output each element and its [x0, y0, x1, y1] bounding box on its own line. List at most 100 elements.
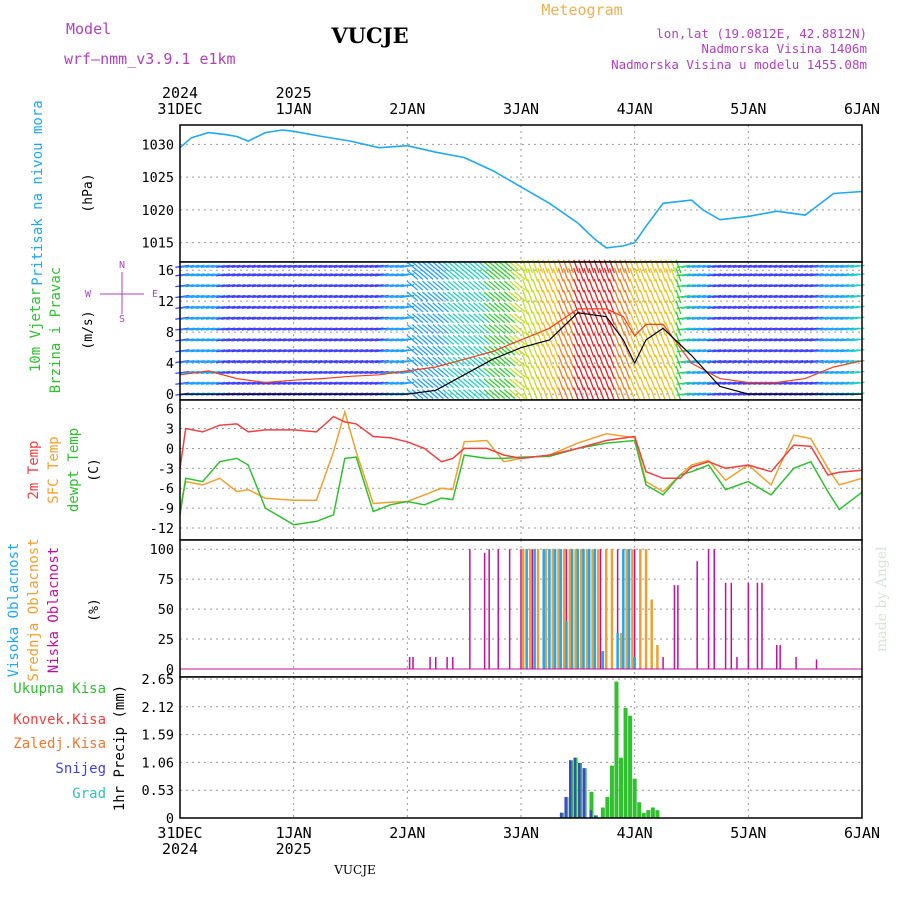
wind-barb	[514, 389, 526, 400]
wind-barb	[298, 370, 313, 375]
wind-barb	[211, 316, 226, 320]
wind-barb	[562, 354, 569, 369]
wind-barb	[226, 359, 241, 364]
wind-barb	[200, 381, 215, 385]
mid-cloud-bar	[650, 599, 653, 670]
wind-barb	[845, 381, 860, 385]
wind-barb	[272, 370, 287, 375]
wind-barb	[437, 367, 449, 378]
wind-barb	[221, 359, 236, 364]
snow-bar	[578, 762, 581, 818]
wind-barb	[508, 356, 521, 367]
wind-barb	[369, 294, 384, 299]
wind-barb	[845, 305, 860, 309]
precip-legend-label: Ukupna Kisa	[13, 681, 106, 697]
wind-barb	[654, 268, 661, 282]
wind-barb	[303, 294, 318, 299]
wind-barb	[251, 359, 267, 364]
wind-barb	[568, 311, 575, 326]
precip-legend-label: Grad	[72, 786, 106, 802]
wind-barb	[468, 389, 480, 400]
wind-barb	[552, 376, 559, 391]
snow-bar	[573, 757, 576, 818]
wind-barb	[272, 264, 287, 268]
wind-barb	[783, 284, 798, 288]
wind-barb	[619, 376, 626, 391]
wind-barb	[231, 284, 246, 288]
wind-barb	[532, 387, 539, 401]
panel-unit-label: (C)	[87, 458, 102, 481]
wind-barb	[303, 273, 318, 277]
wind-barb	[824, 294, 839, 299]
wind-barb	[308, 359, 323, 364]
wind-barb	[809, 327, 824, 331]
wind-barb	[349, 284, 364, 288]
panel-side-label: Visoka Oblacnost	[6, 543, 22, 678]
wind-barb	[303, 264, 318, 268]
wind-barb	[354, 359, 369, 364]
wind-barb	[364, 381, 379, 385]
wind-barb	[562, 365, 569, 380]
snow-bar	[559, 812, 563, 818]
wind-barb	[732, 370, 747, 375]
wind-barb	[493, 378, 506, 389]
wind-barb	[598, 289, 605, 304]
wind-barb	[427, 324, 439, 335]
wind-barb	[344, 327, 359, 331]
wind-barb	[691, 264, 706, 268]
wind-barb	[691, 327, 706, 331]
wind-barb	[468, 261, 480, 272]
wind-barb	[691, 370, 706, 375]
wind-barb	[338, 284, 353, 288]
wind-barb	[778, 284, 793, 288]
wind-barb	[835, 349, 850, 353]
wind-barb	[629, 376, 636, 391]
wind-barb	[789, 338, 804, 342]
wind-barb	[727, 359, 742, 364]
wind-barb	[763, 284, 778, 288]
wind-barb	[359, 284, 374, 288]
model-label: Model	[66, 20, 111, 38]
wind-barb	[712, 349, 727, 353]
wind-barb	[416, 389, 429, 400]
wind-barb	[190, 305, 205, 309]
wind-barb	[753, 338, 768, 342]
wind-barb	[406, 291, 419, 302]
panel-unit-label: (%)	[87, 598, 102, 621]
wind-barb	[442, 356, 455, 367]
wind-barb	[732, 264, 747, 268]
wind-barb	[727, 381, 742, 385]
mid-cloud-bar	[557, 549, 560, 670]
wind-barb	[804, 305, 819, 309]
wind-barb	[298, 294, 313, 299]
low-cloud-bar	[736, 657, 738, 670]
mid-cloud-bar	[568, 549, 572, 670]
wind-barb	[789, 316, 804, 320]
wind-barb	[624, 354, 631, 369]
wind-barb	[452, 261, 465, 272]
wind-barb	[583, 278, 590, 293]
high-cloud-bar	[565, 621, 568, 670]
wind-barb	[743, 316, 758, 320]
wind-barb	[804, 264, 819, 268]
mid-cloud-bar	[528, 549, 532, 670]
high-cloud-bar	[553, 549, 557, 670]
wind-barb	[619, 354, 626, 369]
wind-barb	[783, 294, 798, 299]
wind-barb	[452, 389, 465, 400]
low-cloud-bar	[531, 549, 534, 670]
wind-barb	[707, 305, 722, 309]
wind-barb	[702, 327, 717, 331]
wind-barb	[432, 291, 444, 302]
wind-barb	[593, 387, 600, 401]
wind-barb	[488, 367, 501, 378]
wind-barb	[783, 273, 798, 277]
wind-barb	[634, 311, 641, 326]
wind-barb	[318, 327, 333, 331]
wind-barb	[588, 300, 595, 315]
total-precip-bar	[637, 802, 642, 818]
wind-barb	[432, 324, 444, 335]
wind-barb	[634, 354, 641, 369]
low-cloud-bar	[452, 657, 454, 670]
